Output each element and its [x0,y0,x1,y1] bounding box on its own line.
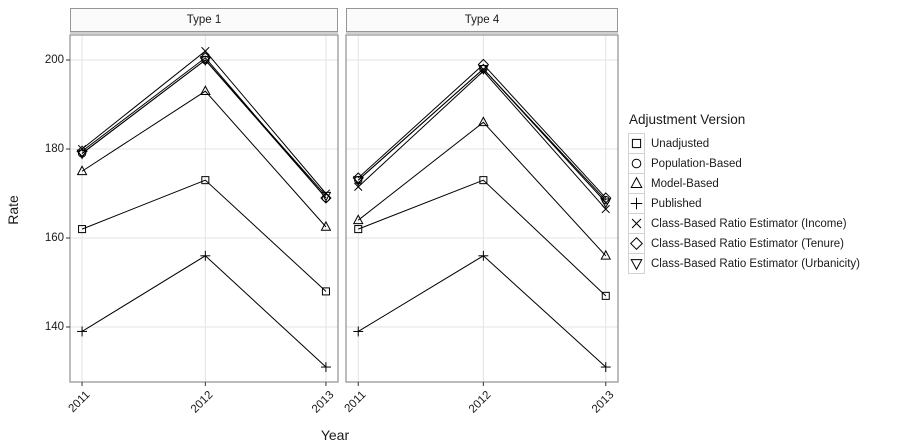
legend-key [628,153,645,174]
triangle-up-icon [630,176,643,188]
legend-item-cbre-urbanicity: Class-Based Ratio Estimator (Urbanicity) [628,253,860,274]
triangle-down-icon [630,259,643,271]
facet-strip-label: Type 4 [464,14,500,26]
x-icon [631,218,642,229]
diamond-icon [630,237,643,250]
legend-item-cbre-tenure: Class-Based Ratio Estimator (Tenure) [628,233,860,254]
y-tick-label: 160 [44,232,64,244]
legend-key [628,213,645,234]
y-tick-label: 140 [44,321,64,333]
x-axis-title: Year [320,427,350,443]
legend-item-label: Model-Based [651,177,719,190]
legend-title: Adjustment Version [629,112,746,127]
legend: Adjustment Version Unadjusted Population… [628,112,860,274]
legend-key [628,133,645,154]
plus-icon [630,197,643,210]
legend-item-unadjusted: Unadjusted [628,133,860,154]
legend-item-population-based: Population-Based [628,153,860,174]
facet-strip-type-1: Type 1 [70,8,338,32]
y-tick-label: 200 [44,54,64,66]
legend-item-label: Class-Based Ratio Estimator (Urbanicity) [651,257,860,270]
legend-item-published: Published [628,193,860,214]
legend-key [628,253,645,274]
y-axis-title: Rate [5,195,21,225]
legend-items: Unadjusted Population-Based Model-Based … [628,133,860,274]
legend-item-cbre-income: Class-Based Ratio Estimator (Income) [628,213,860,234]
circle-icon [631,158,642,169]
legend-item-label: Unadjusted [651,137,710,150]
square-icon [631,138,642,149]
legend-item-model-based: Model-Based [628,173,860,194]
legend-item-label: Class-Based Ratio Estimator (Tenure) [651,237,845,250]
legend-item-label: Published [651,197,702,210]
facet-strip-type-4: Type 4 [346,8,618,32]
legend-key [628,173,645,194]
y-tick-label: 180 [44,143,64,155]
legend-key [628,233,645,254]
facet-strip-label: Type 1 [186,14,222,26]
legend-item-label: Population-Based [651,157,742,170]
legend-item-label: Class-Based Ratio Estimator (Income) [651,217,847,230]
legend-key [628,193,645,214]
